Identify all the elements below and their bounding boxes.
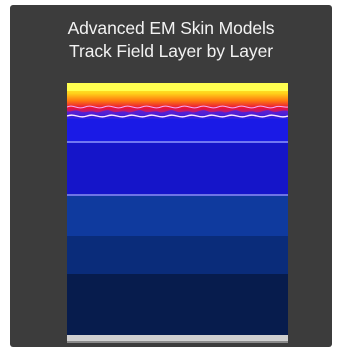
surface-hot-strip	[67, 83, 288, 91]
diagram-base	[67, 335, 288, 341]
field-contour-line	[67, 114, 288, 118]
figure-title-line-2: Track Field Layer by Layer	[69, 41, 273, 61]
field-contour-line-2	[67, 105, 288, 109]
layer-band-5	[67, 272, 288, 335]
layer-band-4	[67, 234, 288, 274]
diagram-base-shadow	[67, 341, 288, 343]
layer-band-3	[67, 194, 288, 236]
layer-band-2	[67, 141, 288, 196]
figure-title-line-1: Advanced EM Skin Models	[67, 18, 275, 38]
skin-layer-diagram	[67, 83, 288, 343]
figure-card: Advanced EM Skin Models Track Field Laye…	[10, 5, 332, 347]
